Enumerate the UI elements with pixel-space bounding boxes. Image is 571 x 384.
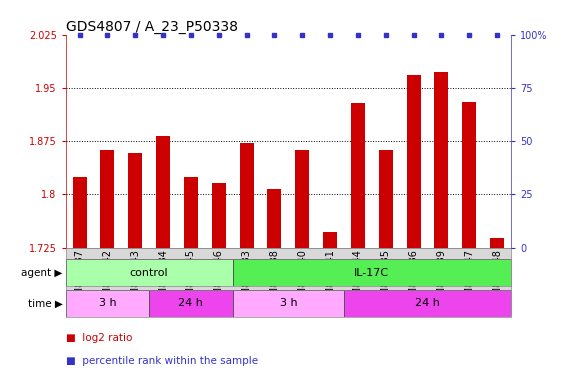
Bar	[100, 151, 114, 248]
Bar	[66, 259, 233, 286]
Bar	[66, 290, 149, 317]
Text: GDS4807 / A_23_P50338: GDS4807 / A_23_P50338	[66, 20, 238, 33]
Text: 24 h: 24 h	[415, 298, 440, 308]
Text: ■  log2 ratio: ■ log2 ratio	[66, 333, 132, 343]
Bar	[149, 290, 233, 317]
Bar	[323, 232, 337, 248]
Bar	[379, 150, 393, 248]
Bar	[295, 151, 309, 248]
Bar	[463, 102, 476, 248]
Bar	[212, 183, 226, 248]
Bar	[267, 189, 282, 248]
Text: time ▶: time ▶	[28, 298, 63, 308]
Bar	[351, 103, 365, 248]
Bar	[407, 75, 421, 248]
Bar	[344, 290, 511, 317]
Bar	[184, 177, 198, 248]
Bar	[73, 177, 87, 248]
Bar	[490, 238, 504, 248]
Bar	[435, 72, 448, 248]
Bar	[240, 143, 254, 248]
Text: ■  percentile rank within the sample: ■ percentile rank within the sample	[66, 356, 258, 366]
Text: agent ▶: agent ▶	[22, 268, 63, 278]
Text: IL-17C: IL-17C	[354, 268, 389, 278]
Text: 24 h: 24 h	[179, 298, 203, 308]
Bar	[156, 136, 170, 248]
Bar	[233, 259, 511, 286]
Bar	[233, 290, 344, 317]
Text: control: control	[130, 268, 168, 278]
Text: 3 h: 3 h	[280, 298, 297, 308]
Bar	[128, 153, 142, 248]
Text: 3 h: 3 h	[99, 298, 116, 308]
